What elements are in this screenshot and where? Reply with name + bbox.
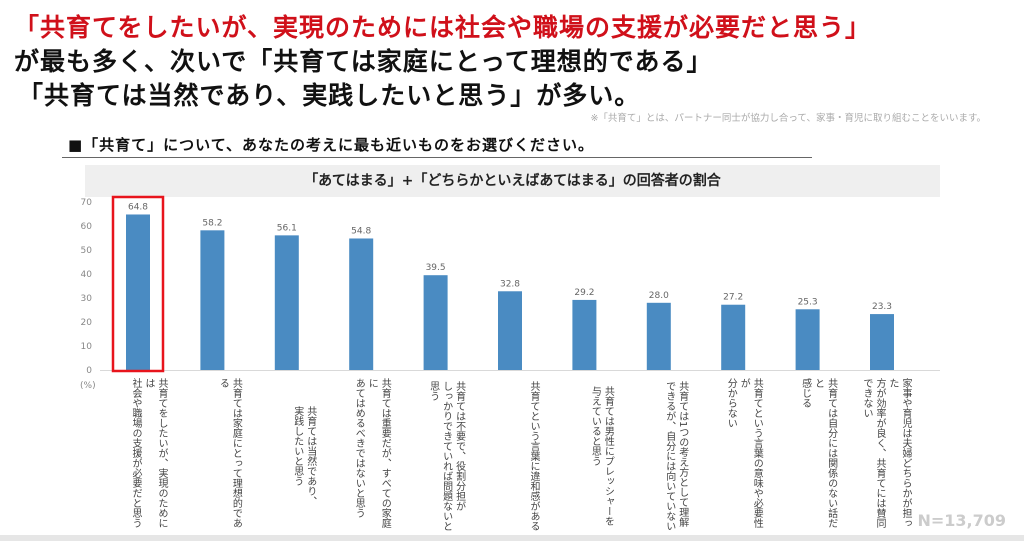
y-tick-label: 50	[81, 246, 93, 256]
y-axis-unit: (%)	[80, 381, 96, 391]
category-label: 共育てをしたいが、実現のためには 社会や職場の支援が必要だと思う	[130, 378, 167, 528]
category-label: 共育ては1つの考え方として理解 できるが、自分には向いていない	[663, 381, 688, 531]
sample-size: N=13,709	[917, 511, 1006, 530]
divider	[62, 157, 812, 158]
y-tick-label: 10	[81, 342, 93, 352]
category-label: 共育ては当然であり、 実践したいと思う	[291, 406, 316, 506]
bar	[721, 304, 746, 370]
highlight-box	[111, 195, 165, 373]
question-text: ■「共育て」について、あなたの考えに最も近いものをお選びください。	[68, 136, 594, 154]
bar	[200, 230, 225, 370]
data-label: 23.3	[872, 302, 892, 312]
definition-note: ※「共育て」とは、パートナー同士が協力し合って、家事・育児に取り組むことをいいま…	[590, 113, 986, 124]
category-label: 共育てという言葉に違和感がある	[528, 381, 539, 531]
category-label: 共育ては重要だが、すべての家庭に あてはめるべきではないと思う	[353, 378, 391, 528]
data-label: 25.3	[798, 297, 818, 307]
bar	[572, 299, 597, 370]
data-label: 32.8	[500, 279, 520, 289]
bar	[126, 214, 150, 370]
data-label: 64.8	[128, 202, 148, 212]
y-tick-label: 60	[81, 222, 93, 232]
chart-title: 「あてはまる」+「どちらかといえばあてはまる」の回答者の割合	[304, 173, 721, 189]
category-label: 共育ては家庭にとって理想的である	[217, 378, 242, 528]
category-label: 共育ては自分には関係のない話だと 感じる	[799, 378, 837, 528]
headline-line-3: 「共育ては当然であり、実践したいと思う」が多い。	[18, 81, 641, 110]
data-label: 28.0	[649, 291, 669, 301]
category-label: 共育ては不要で、役割分担が しっかりできていれば問題ないと 思う	[427, 381, 465, 531]
data-label: 56.1	[277, 223, 297, 233]
bar	[498, 291, 522, 370]
data-label: 39.5	[426, 263, 446, 273]
y-tick-label: 70	[81, 198, 93, 208]
data-label: 54.8	[351, 226, 371, 236]
data-label: 29.2	[574, 288, 594, 298]
headline-line-1: 「共育てをしたいが、実現のためには社会や職場の支援が必要だと思う」	[14, 13, 872, 42]
bar	[646, 302, 671, 370]
footer-strip	[0, 535, 1024, 541]
chart-title-panel	[85, 165, 940, 197]
y-tick-label: 0	[86, 366, 92, 376]
bar	[795, 309, 820, 370]
category-label: 共育ては男性にプレッシャーを 与えていると思う	[589, 386, 614, 526]
category-label: 共育てという言葉の意味や必要性が 分からない	[725, 378, 763, 528]
data-label: 58.2	[202, 218, 222, 228]
category-label: 家事や育児は夫婦どちらかが担った 方が効率が良く、共育てには賛同 できない	[861, 378, 911, 528]
bar	[423, 275, 448, 370]
headline-line-2: が最も多く、次いで「共育ては家庭にとって理想的である」	[14, 47, 713, 76]
bar	[349, 238, 374, 370]
y-tick-label: 40	[81, 270, 93, 280]
bar	[870, 314, 894, 370]
y-tick-label: 30	[81, 294, 93, 304]
y-tick-label: 20	[81, 318, 93, 328]
data-label: 27.2	[723, 293, 743, 303]
bar	[274, 235, 299, 370]
